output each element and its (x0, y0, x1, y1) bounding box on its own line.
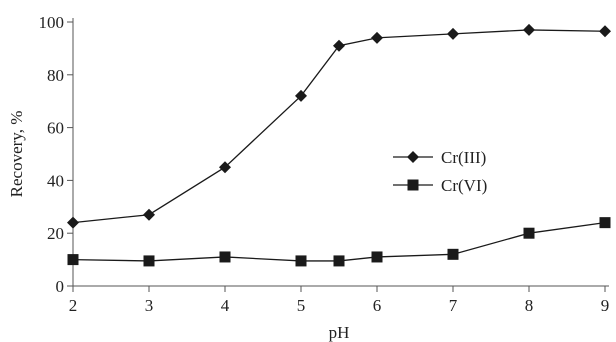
series-line (72, 29, 606, 224)
y-tick-label: 20 (47, 224, 64, 243)
x-tick-label: 3 (145, 296, 154, 315)
y-tick-label: 60 (47, 119, 64, 138)
axes (67, 18, 609, 292)
data-point (295, 89, 307, 102)
data-point (67, 216, 79, 229)
data-point (523, 227, 535, 239)
x-axis-label: pH (329, 323, 350, 342)
series-cr-vi (67, 217, 611, 267)
x-tick-label: 7 (449, 296, 458, 315)
data-point (447, 248, 459, 260)
y-tick-label: 100 (39, 13, 65, 32)
series-cr-iii (67, 23, 611, 229)
y-axis-label: Recovery, % (7, 111, 26, 198)
legend-entry: Cr(VI) (393, 176, 487, 195)
data-point (219, 251, 231, 263)
legend-label: Cr(III) (441, 148, 486, 167)
x-tick-label: 8 (525, 296, 534, 315)
data-point (371, 31, 383, 44)
data-point (599, 217, 611, 229)
data-point (447, 27, 459, 40)
data-point (143, 208, 155, 221)
x-tick-label: 4 (221, 296, 230, 315)
data-point (333, 39, 345, 52)
legend-marker (407, 179, 419, 191)
data-point (523, 23, 535, 36)
legend: Cr(III) Cr(VI) (393, 148, 487, 195)
data-point (333, 255, 345, 267)
y-tick-label: 80 (47, 66, 64, 85)
data-point (295, 255, 307, 267)
legend-label: Cr(VI) (441, 176, 487, 195)
y-tick-label: 40 (47, 171, 64, 190)
data-point (67, 254, 79, 266)
legend-entry: Cr(III) (393, 148, 486, 167)
series-layer (67, 23, 611, 267)
data-point (599, 25, 611, 38)
x-tick-label: 6 (373, 296, 382, 315)
y-tick-label: 0 (56, 277, 65, 296)
x-tick-label: 9 (601, 296, 610, 315)
data-point (371, 251, 383, 263)
data-point (143, 255, 155, 267)
tick-labels: 0 20 40 60 80 100 2 3 4 5 6 7 8 9 (39, 13, 610, 315)
x-tick-label: 2 (69, 296, 78, 315)
x-tick-label: 5 (297, 296, 306, 315)
legend-marker (407, 151, 419, 163)
data-point (219, 161, 231, 174)
